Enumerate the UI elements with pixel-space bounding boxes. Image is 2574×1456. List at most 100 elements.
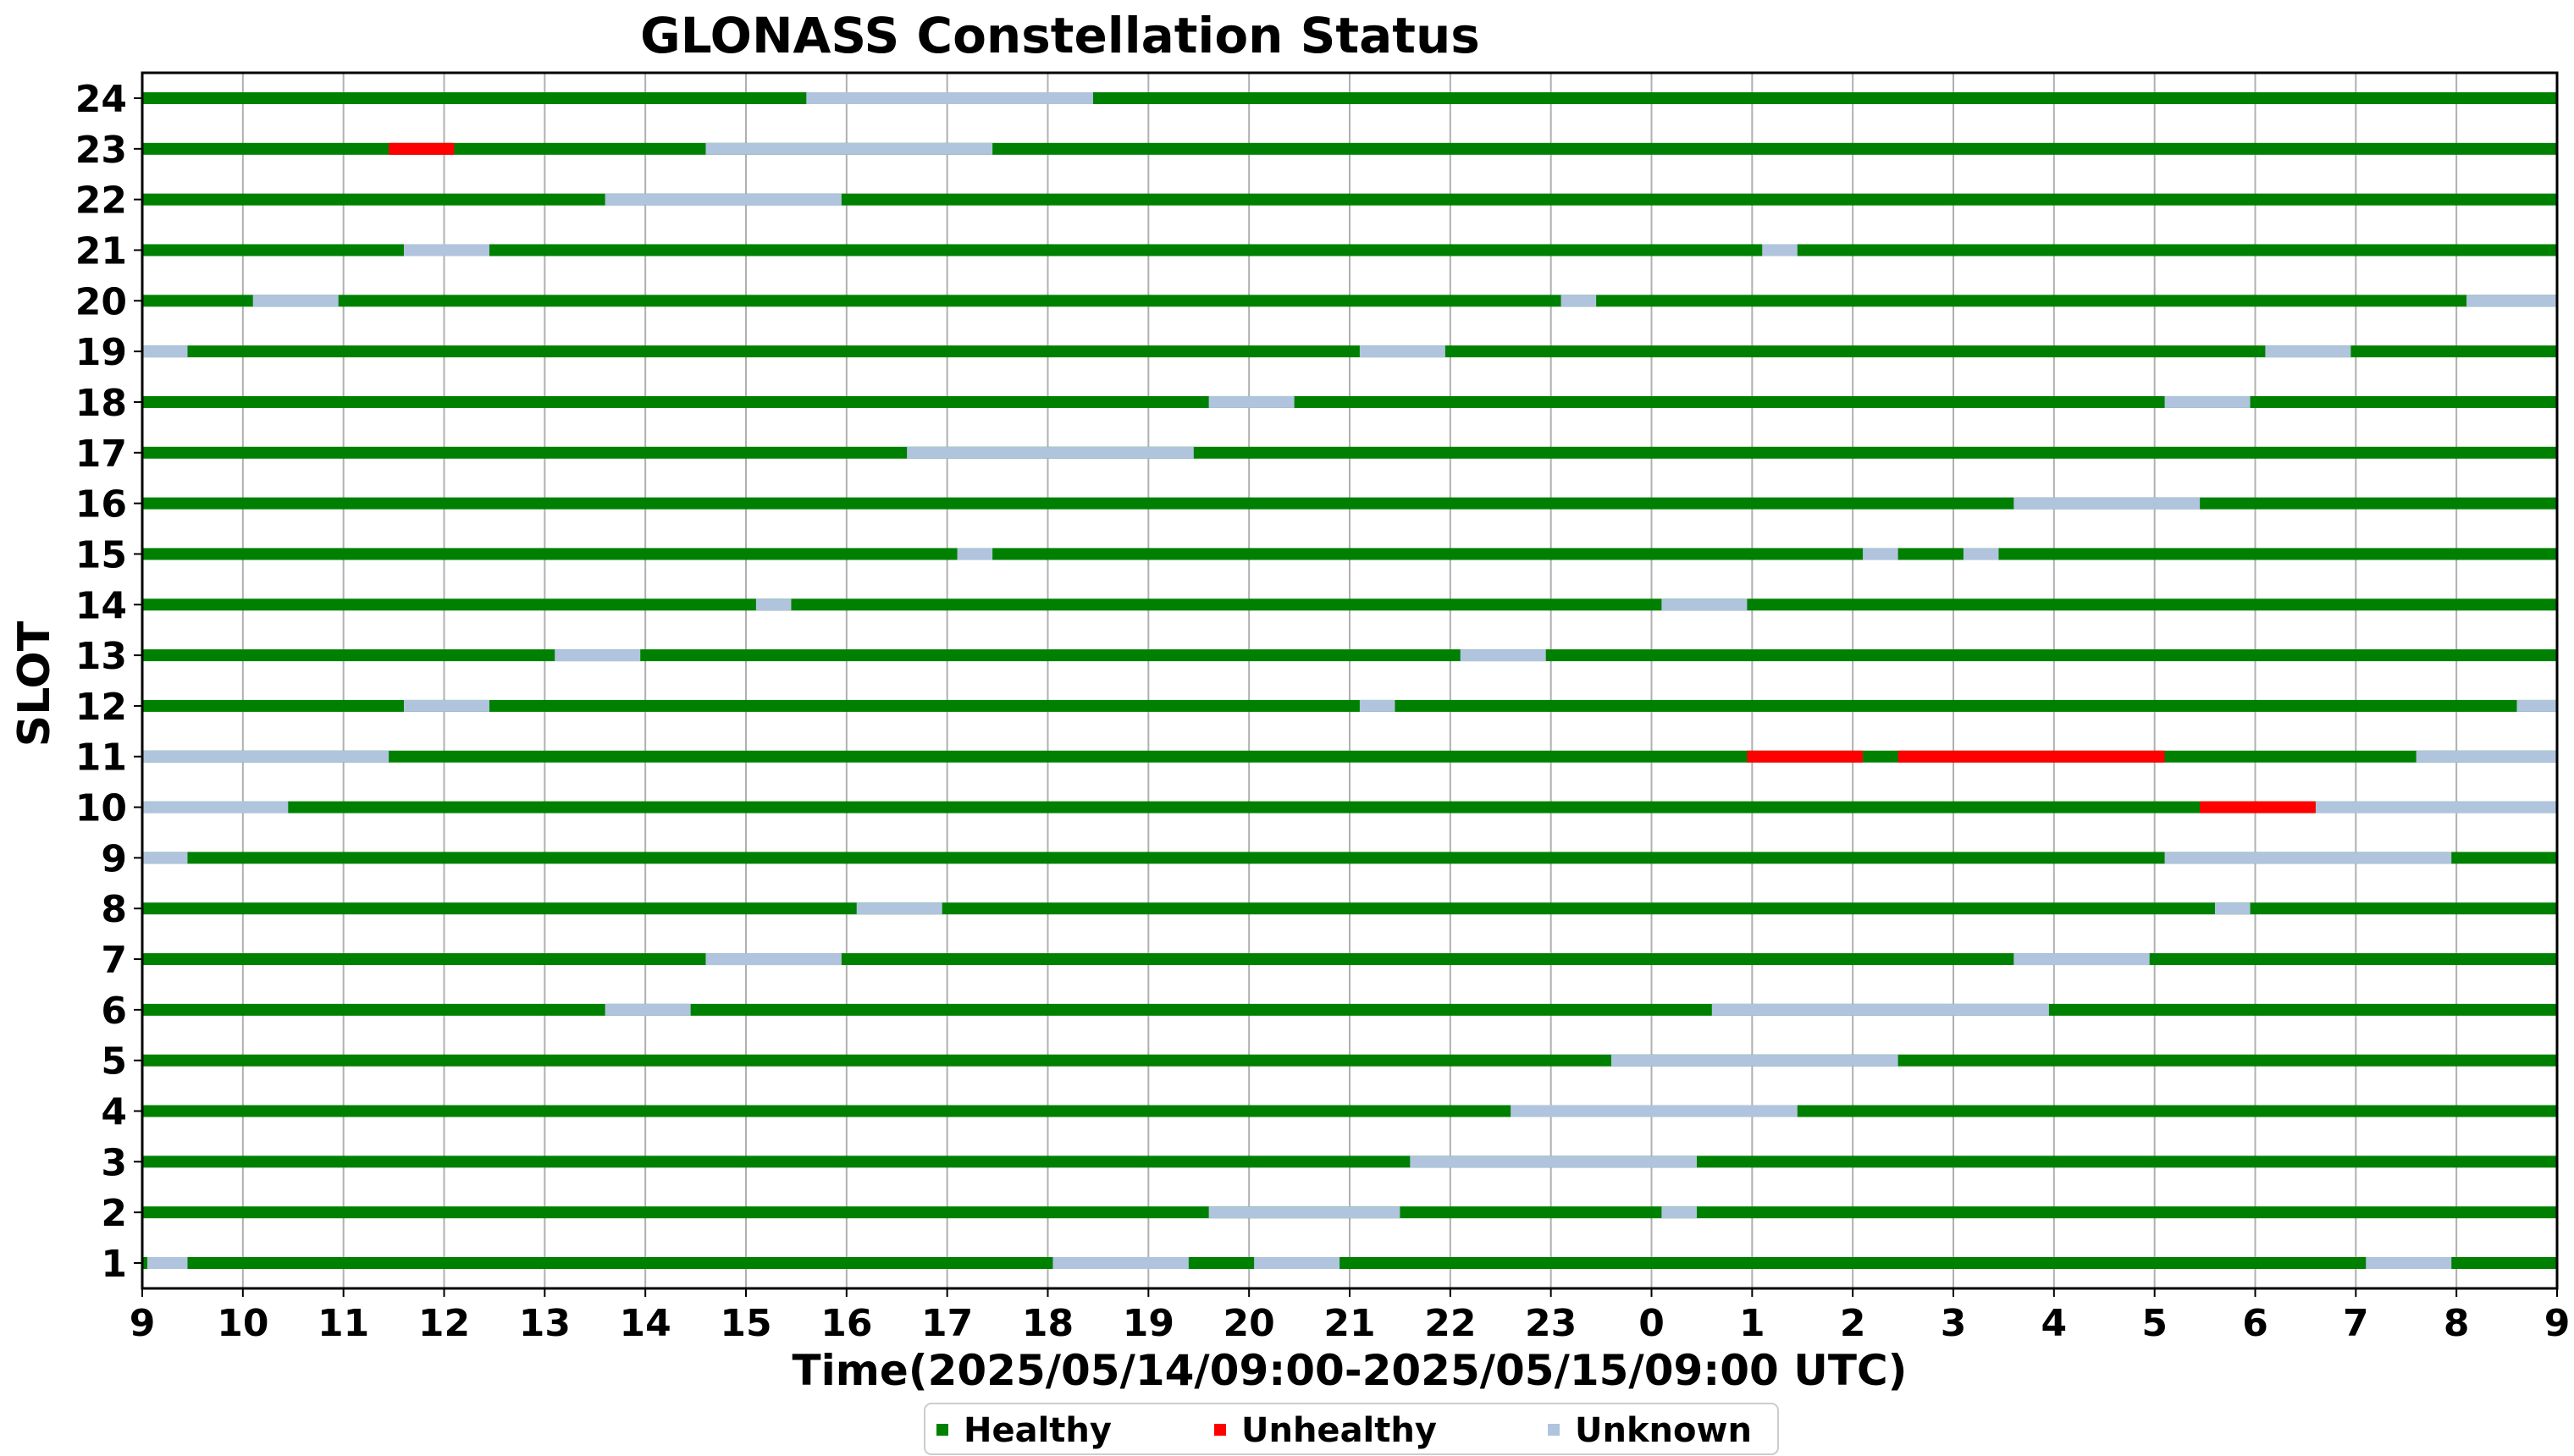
status-segment-unknown xyxy=(2013,953,2150,966)
y-tick-label: 5 xyxy=(101,1040,127,1084)
legend-label: Unknown xyxy=(1575,1411,1752,1450)
legend-label: Unhealthy xyxy=(1241,1411,1437,1450)
x-tick-label: 13 xyxy=(519,1302,571,1345)
status-segment-unknown xyxy=(806,92,1093,104)
y-tick-label: 17 xyxy=(75,433,127,476)
y-tick-label: 12 xyxy=(75,686,127,729)
status-segment-healthy xyxy=(142,598,2557,611)
status-segment-unknown xyxy=(1254,1257,1340,1269)
status-segment-unknown xyxy=(705,953,842,966)
status-segment-healthy xyxy=(142,548,2557,560)
status-segment-unknown xyxy=(2466,295,2557,307)
status-segment-unhealthy xyxy=(389,142,455,155)
status-segment-unknown xyxy=(555,649,641,662)
status-segment-unknown xyxy=(605,193,842,206)
y-tick-label: 3 xyxy=(101,1141,127,1184)
x-tick-label: 6 xyxy=(2242,1302,2268,1345)
y-tick-label: 13 xyxy=(75,635,127,678)
status-segment-healthy xyxy=(142,193,2557,206)
status-segment-healthy xyxy=(142,902,2557,915)
status-segment-healthy xyxy=(142,395,2557,408)
status-segment-healthy xyxy=(142,92,2557,104)
status-segment-unknown xyxy=(2416,750,2557,763)
status-segment-unknown xyxy=(1208,395,1295,408)
status-segment-unknown xyxy=(605,1003,691,1016)
status-segment-unknown xyxy=(2214,902,2251,915)
x-tick-label: 17 xyxy=(921,1302,973,1345)
y-tick-label: 15 xyxy=(75,533,127,576)
status-segment-healthy xyxy=(142,1155,2557,1168)
status-segment-unknown xyxy=(1661,598,1748,611)
x-tick-label: 9 xyxy=(2544,1302,2571,1345)
status-segment-healthy xyxy=(142,1003,2557,1016)
status-segment-healthy xyxy=(142,244,2557,256)
y-tick-label: 6 xyxy=(101,990,127,1033)
y-tick-label: 8 xyxy=(101,888,127,931)
status-segment-unknown xyxy=(146,1257,188,1269)
status-segment-unknown xyxy=(1359,345,1445,358)
status-segment-unknown xyxy=(142,750,389,763)
x-tick-label: 9 xyxy=(130,1302,156,1345)
x-tick-label: 4 xyxy=(2041,1302,2068,1345)
status-segment-unknown xyxy=(1208,1206,1400,1219)
status-segment-healthy xyxy=(142,1054,2557,1067)
x-tick-label: 8 xyxy=(2444,1302,2470,1345)
x-tick-label: 1 xyxy=(1739,1302,1765,1345)
status-segment-unknown xyxy=(1661,1206,1697,1219)
bars-layer xyxy=(142,92,2557,1269)
x-tick-label: 2 xyxy=(1840,1302,1866,1345)
status-segment-healthy xyxy=(142,953,2557,966)
x-tick-label: 20 xyxy=(1223,1302,1275,1345)
x-tick-label: 14 xyxy=(620,1302,671,1345)
x-ticks: 9 10 11 12 13 14 15 16 17 18 19 20 21 22 23 0 1 2 3 4 5 6 7 8 9 xyxy=(130,1288,2571,1345)
status-segment-healthy xyxy=(142,649,2557,662)
status-segment-unknown xyxy=(2366,1257,2452,1269)
y-tick-label: 7 xyxy=(101,939,127,982)
status-segment-unknown xyxy=(1610,1054,1898,1067)
status-segment-unknown xyxy=(907,446,1194,459)
x-tick-label: 18 xyxy=(1022,1302,1074,1345)
x-tick-label: 5 xyxy=(2141,1302,2168,1345)
x-tick-label: 10 xyxy=(217,1302,268,1345)
status-segment-unknown xyxy=(705,142,993,155)
x-tick-label: 12 xyxy=(418,1302,470,1345)
status-segment-healthy xyxy=(142,142,2557,155)
y-tick-label: 4 xyxy=(101,1091,127,1134)
status-segment-unknown xyxy=(1963,548,1999,560)
status-segment-unknown xyxy=(856,902,942,915)
legend-marker-unknown xyxy=(1548,1424,1560,1436)
x-tick-label: 16 xyxy=(820,1302,872,1345)
x-tick-label: 11 xyxy=(318,1302,369,1345)
status-segment-unknown xyxy=(755,598,792,611)
x-tick-label: 3 xyxy=(1941,1302,1967,1345)
y-tick-label: 19 xyxy=(75,331,127,374)
status-segment-unknown xyxy=(957,548,993,560)
x-tick-label: 0 xyxy=(1638,1302,1665,1345)
x-tick-label: 21 xyxy=(1323,1302,1375,1345)
x-axis-label: Time(2025/05/14/09:00-2025/05/15/09:00 U… xyxy=(792,1346,1907,1395)
y-tick-label: 20 xyxy=(75,280,127,323)
y-axis-label: SLOT xyxy=(9,620,60,747)
status-segment-unknown xyxy=(2315,801,2557,813)
status-segment-unknown xyxy=(1052,1257,1189,1269)
status-segment-unknown xyxy=(2516,699,2557,712)
status-segment-unknown xyxy=(1711,1003,2049,1016)
legend-marker-unhealthy xyxy=(1214,1424,1226,1436)
status-segment-unknown xyxy=(403,699,489,712)
status-segment-unknown xyxy=(1410,1155,1697,1168)
y-tick-label: 22 xyxy=(75,179,127,223)
status-segment-unknown xyxy=(142,852,188,864)
chart-title: GLONASS Constellation Status xyxy=(640,7,1480,64)
status-segment-unknown xyxy=(403,244,489,256)
status-segment-healthy xyxy=(142,1105,2557,1117)
x-tick-label: 23 xyxy=(1525,1302,1577,1345)
status-segment-unhealthy xyxy=(1897,750,2165,763)
legend-label: Healthy xyxy=(964,1411,1112,1450)
status-segment-healthy xyxy=(142,1257,2557,1269)
y-tick-label: 10 xyxy=(75,787,127,830)
status-segment-unknown xyxy=(1863,548,1898,560)
status-segment-unknown xyxy=(1359,699,1395,712)
y-tick-label: 1 xyxy=(101,1243,127,1286)
